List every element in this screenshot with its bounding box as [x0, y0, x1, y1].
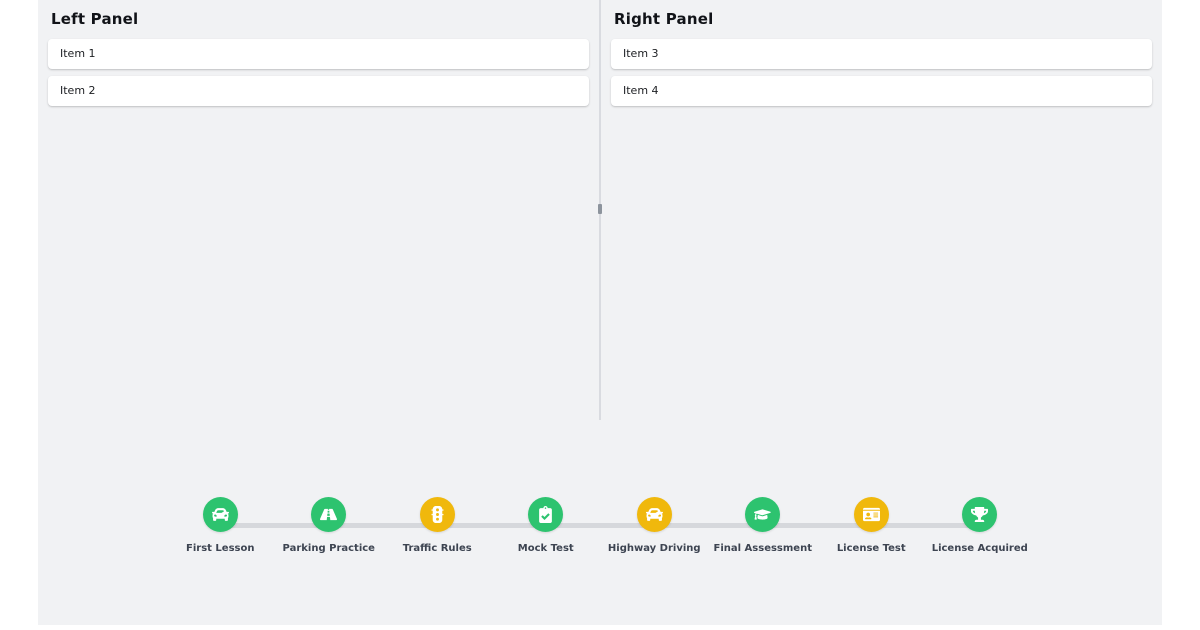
car-icon: [202, 497, 238, 532]
timeline-step-label: License Test: [836, 543, 906, 554]
timeline-step-license-test: License Test: [817, 497, 926, 554]
timeline-step-label: Highway Driving: [607, 543, 701, 554]
timeline-step-label: Mock Test: [517, 543, 574, 554]
milestone-timeline: First Lesson Parking Practice Traffic Ru…: [166, 497, 1034, 554]
id-card-icon: [853, 497, 889, 532]
timeline-step-highway-driving: Highway Driving: [600, 497, 709, 554]
clipboard-check-icon: [528, 497, 564, 532]
traffic-light-icon: [419, 497, 455, 532]
timeline-connector-line: [220, 523, 980, 528]
timeline-step-parking-practice: Parking Practice: [275, 497, 384, 554]
divider-drag-handle[interactable]: [598, 204, 602, 214]
right-panel: Right Panel Item 3 Item 4: [601, 0, 1162, 420]
timeline-step-mock-test: Mock Test: [492, 497, 601, 554]
timeline-step-label: Parking Practice: [282, 543, 375, 554]
car-icon: [636, 497, 672, 532]
split-divider[interactable]: [598, 0, 602, 420]
app-container: Left Panel Item 1 Item 2 Right Panel Ite…: [38, 0, 1162, 625]
list-item[interactable]: Item 4: [611, 76, 1152, 106]
list-item[interactable]: Item 1: [48, 39, 589, 69]
left-panel-title: Left Panel: [51, 10, 139, 28]
timeline-step-label: License Acquired: [931, 543, 1028, 554]
right-panel-title: Right Panel: [614, 10, 714, 28]
road-icon: [311, 497, 347, 532]
list-item[interactable]: Item 3: [611, 39, 1152, 69]
timeline-step-label: Final Assessment: [713, 543, 812, 554]
timeline-step-first-lesson: First Lesson: [166, 497, 275, 554]
split-pane: Left Panel Item 1 Item 2 Right Panel Ite…: [38, 0, 1162, 420]
list-item[interactable]: Item 2: [48, 76, 589, 106]
timeline-step-final-assessment: Final Assessment: [709, 497, 818, 554]
timeline-step-label: Traffic Rules: [402, 543, 472, 554]
timeline-step-label: First Lesson: [186, 543, 255, 554]
timeline-step-license-acquired: License Acquired: [926, 497, 1035, 554]
timeline-step-traffic-rules: Traffic Rules: [383, 497, 492, 554]
trophy-icon: [962, 497, 998, 532]
graduation-cap-icon: [745, 497, 781, 532]
left-panel: Left Panel Item 1 Item 2: [38, 0, 599, 420]
